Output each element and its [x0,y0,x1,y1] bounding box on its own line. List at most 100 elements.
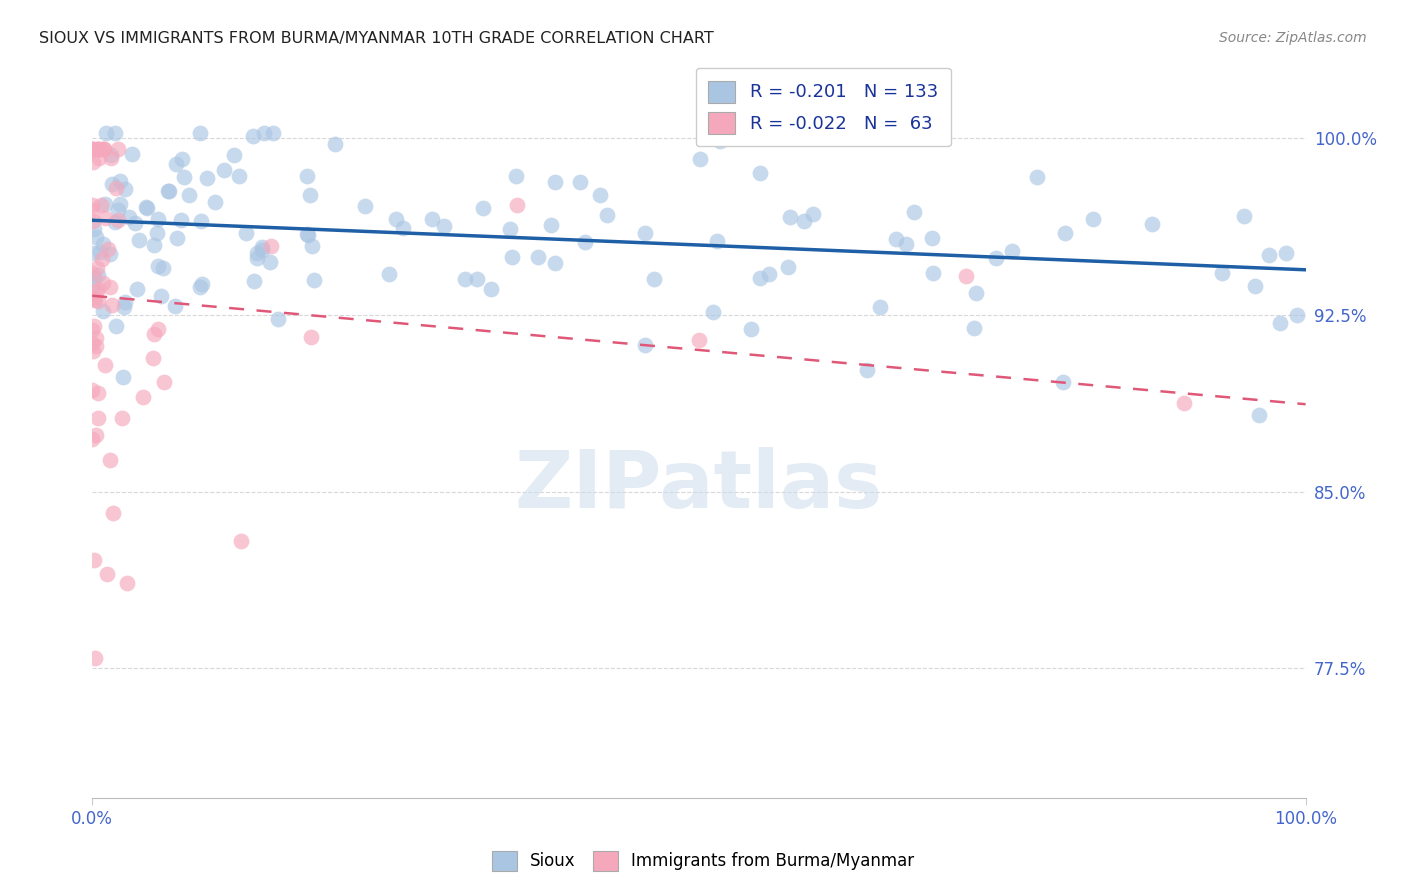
Text: SIOUX VS IMMIGRANTS FROM BURMA/MYANMAR 10TH GRADE CORRELATION CHART: SIOUX VS IMMIGRANTS FROM BURMA/MYANMAR 1… [39,31,714,46]
Point [709,134,731,148]
Point [82,214,104,228]
Point [82,383,104,397]
Point [212,163,235,178]
Point [253,126,276,140]
Point [107,143,129,157]
Point [87,411,110,425]
Point [117,575,139,590]
Point [91,143,114,157]
Point [84,285,107,300]
Point [1247,408,1270,422]
Point [86,260,108,275]
Point [855,362,877,376]
Point [188,126,211,140]
Point [108,174,131,188]
Point [96,126,118,140]
Point [267,312,290,326]
Point [84,230,107,244]
Point [246,246,269,260]
Point [378,267,401,281]
Point [173,169,195,184]
Point [1001,244,1024,258]
Point [82,143,104,157]
Point [87,268,110,282]
Point [702,305,724,319]
Point [157,184,180,198]
Point [1275,245,1298,260]
Point [83,269,105,284]
Point [569,175,592,189]
Point [114,182,136,196]
Point [104,215,127,229]
Text: ZIPatlas: ZIPatlas [515,447,883,525]
Point [499,221,522,235]
Point [132,390,155,404]
Point [634,227,657,241]
Point [793,214,815,228]
Point [145,226,167,240]
Point [98,280,121,294]
Point [84,428,107,442]
Point [776,260,799,275]
Point [242,129,264,144]
Point [166,231,188,245]
Point [465,272,488,286]
Point [1211,266,1233,280]
Point [1286,308,1309,322]
Point [96,566,118,581]
Point [112,300,135,314]
Point [963,320,986,334]
Point [93,143,115,157]
Point [127,282,149,296]
Point [295,227,318,241]
Point [243,274,266,288]
Point [93,143,115,157]
Point [83,553,105,567]
Point [706,234,728,248]
Point [1053,226,1076,240]
Point [170,213,193,227]
Point [87,386,110,401]
Point [922,266,945,280]
Point [1268,316,1291,330]
Point [83,291,105,305]
Point [86,143,108,157]
Point [128,233,150,247]
Point [250,240,273,254]
Point [101,298,124,312]
Point [135,200,157,214]
Point [433,219,456,234]
Point [152,261,174,276]
Point [83,221,105,235]
Point [82,203,104,218]
Point [157,184,180,198]
Point [107,212,129,227]
Point [165,157,187,171]
Point [228,169,250,183]
Point [299,329,322,343]
Point [454,272,477,286]
Point [177,187,200,202]
Point [297,227,319,242]
Point [869,300,891,314]
Point [574,235,596,249]
Point [758,268,780,282]
Point [148,259,170,273]
Point [136,201,159,215]
Point [894,237,917,252]
Point [235,227,257,241]
Point [955,269,977,284]
Legend: Sioux, Immigrants from Burma/Myanmar: Sioux, Immigrants from Burma/Myanmar [484,842,922,880]
Point [688,334,710,348]
Point [165,299,187,313]
Point [501,250,523,264]
Point [302,273,325,287]
Point [643,271,665,285]
Point [87,282,110,296]
Point [82,245,104,260]
Point [100,151,122,165]
Point [94,211,117,226]
Point [100,247,122,261]
Point [299,188,322,202]
Point [112,370,135,384]
